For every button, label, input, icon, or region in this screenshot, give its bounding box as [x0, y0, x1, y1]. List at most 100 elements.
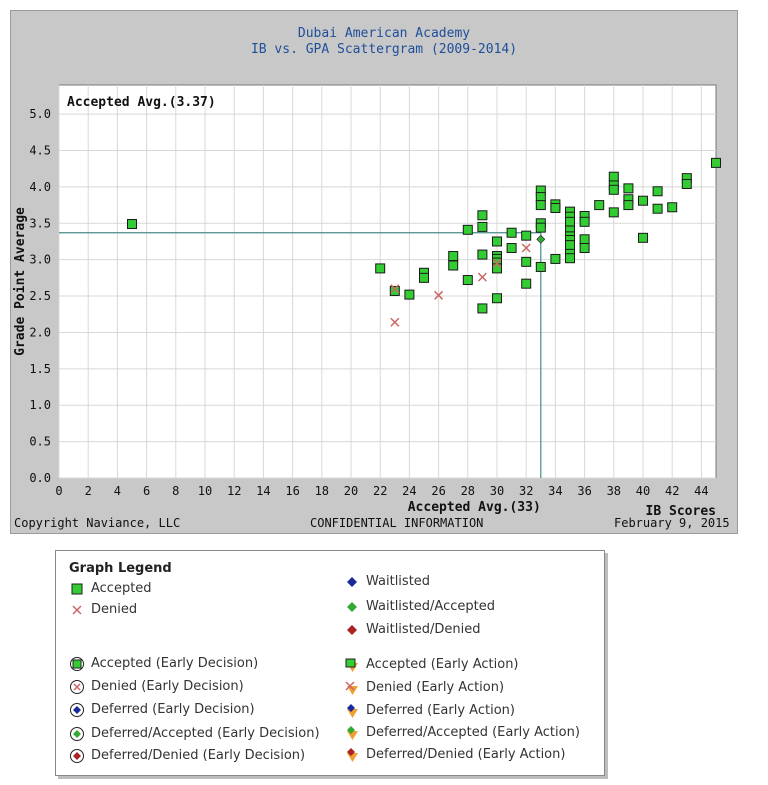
accepted-point	[565, 240, 575, 251]
accepted-point	[448, 260, 459, 271]
x-tick-label: 14	[256, 484, 270, 498]
denied-point	[390, 284, 400, 294]
denied-point	[492, 258, 502, 268]
ea-deferred-denied-icon	[347, 748, 358, 762]
accepted-point	[550, 202, 561, 213]
accepted-point	[535, 200, 546, 211]
denied-point	[477, 272, 487, 282]
x-axis-title: IB Scores	[646, 504, 716, 519]
accepted-point	[535, 222, 546, 233]
accepted-point	[477, 303, 488, 314]
x-tick-label: 2	[85, 484, 92, 498]
ed-deferred-denied-icon	[70, 749, 84, 763]
accepted-point	[623, 200, 634, 211]
denied-point	[521, 243, 531, 253]
accepted-point	[565, 253, 575, 264]
accepted-point	[638, 195, 648, 206]
x-tick-label: 36	[577, 484, 591, 498]
denied-point	[434, 290, 444, 300]
y-axis-title: Grade Point Average	[13, 207, 28, 356]
accepted-point	[492, 263, 502, 274]
accepted-point	[579, 243, 590, 254]
accepted-point	[375, 263, 386, 274]
x-tick-label: 44	[694, 484, 708, 498]
accepted-point	[404, 289, 415, 300]
x-tick-label: 10	[198, 484, 212, 498]
chart-title: Dubai American Academy IB vs. GPA Scatte…	[0, 26, 768, 58]
accepted-point	[652, 186, 663, 197]
x-tick-label: 30	[490, 484, 504, 498]
report-date: February 9, 2015	[614, 516, 730, 530]
accepted-point	[477, 210, 488, 221]
accepted-point	[127, 219, 137, 230]
accepted-point	[550, 253, 561, 264]
accepted-point	[477, 249, 488, 260]
ea-denied-icon	[345, 681, 358, 695]
x-tick-label: 18	[315, 484, 329, 498]
accepted-point	[652, 203, 663, 214]
y-tick-label: 0.0	[29, 471, 51, 485]
plot-area	[58, 84, 717, 479]
y-tick-label: 2.5	[29, 289, 51, 303]
accepted-point	[711, 157, 721, 168]
accepted-point	[667, 202, 678, 213]
accepted-point	[608, 207, 619, 218]
y-tick-label: 0.5	[29, 435, 51, 449]
accepted-point	[492, 293, 502, 304]
accepted-point	[638, 232, 648, 243]
accepted-point	[535, 261, 546, 272]
copyright-text: Copyright Naviance, LLC	[14, 516, 181, 530]
chart-title-line2: IB vs. GPA Scattergram (2009-2014)	[250, 42, 518, 57]
accepted-point	[623, 183, 634, 194]
accepted-point	[608, 184, 619, 195]
accepted-point	[419, 272, 429, 283]
y-tick-label: 2.0	[29, 325, 51, 339]
accepted-point	[594, 200, 605, 211]
x-tick-label: 12	[227, 484, 241, 498]
y-tick-label: 3.5	[29, 216, 51, 230]
waitlisted-denied-diamond-icon	[347, 625, 357, 635]
y-tick-label: 5.0	[29, 107, 51, 121]
x-tick-label: 4	[114, 484, 121, 498]
waitlisted-diamond-icon	[347, 577, 357, 587]
ed-accepted-icon	[70, 657, 84, 671]
accepted-point	[448, 251, 459, 262]
waitlisted-accepted-point	[536, 234, 546, 244]
accepted-point	[492, 236, 502, 247]
accepted-point	[608, 171, 619, 182]
ed-deferred-accepted-icon	[70, 727, 84, 741]
accepted-square-icon	[71, 583, 83, 595]
accepted-point	[521, 278, 532, 289]
avg-ib-label: Accepted Avg.(33)	[408, 500, 541, 515]
graph-legend: Graph Legend Accepted Denied Waitlisted …	[55, 550, 605, 776]
x-tick-label: 38	[607, 484, 621, 498]
legend-heading: Graph Legend	[69, 561, 172, 576]
x-tick-label: 0	[55, 484, 62, 498]
accepted-point	[565, 216, 575, 227]
x-tick-label: 22	[373, 484, 387, 498]
scatter-chart: 0.00.51.01.52.02.53.03.54.04.55.00 2 4 6 8 10…	[13, 84, 721, 519]
x-tick-label: 6	[143, 484, 150, 498]
confidential-text: CONFIDENTIAL INFORMATION	[310, 516, 484, 530]
accepted-point	[462, 275, 473, 286]
x-tick-label: 8	[172, 484, 179, 498]
accepted-point	[389, 285, 400, 296]
accepted-point	[477, 221, 488, 232]
ed-deferred-icon	[70, 703, 84, 717]
ed-denied-icon	[70, 680, 84, 694]
y-tick-label: 1.0	[29, 398, 51, 412]
accepted-point	[462, 224, 473, 235]
y-tick-label: 4.0	[29, 180, 51, 194]
accepted-point	[681, 178, 692, 189]
x-tick-label: 40	[636, 484, 650, 498]
x-tick-label: 42	[665, 484, 679, 498]
chart-title-line1: Dubai American Academy	[297, 26, 471, 41]
x-tick-label: 34	[548, 484, 562, 498]
x-tick-label: 20	[344, 484, 358, 498]
y-tick-label: 3.0	[29, 253, 51, 267]
accepted-point	[579, 216, 590, 227]
accepted-point	[506, 243, 517, 254]
denied-point	[390, 317, 400, 327]
x-tick-label: 32	[519, 484, 533, 498]
y-tick-label: 4.5	[29, 144, 51, 158]
